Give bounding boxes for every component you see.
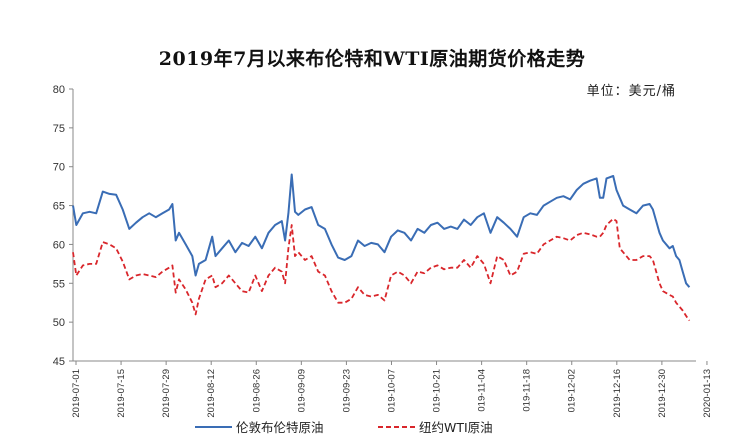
- chart-title: 2019年7月以来布伦特和WTI原油期货价格走势: [158, 48, 586, 70]
- y-tick-label: 65: [53, 201, 65, 213]
- x-tick-label: 019-11-18: [522, 369, 533, 412]
- x-axis: 2019-07-01 2019-07-15 2019-07-29 2019-08-12…: [71, 360, 713, 418]
- legend-brent: 伦敦布伦特原油: [195, 420, 324, 435]
- brent-series-line: [72, 173, 691, 288]
- x-tick-label: 019-10-21: [432, 369, 443, 412]
- y-tick-label: 60: [53, 239, 65, 251]
- wti-series-line: [72, 217, 691, 322]
- x-tick-label: 019-11-04: [477, 369, 488, 412]
- y-tick-label: 70: [53, 162, 65, 174]
- x-tick-label: 019-08-26: [251, 369, 262, 412]
- x-tick-label: 2019-07-29: [161, 369, 172, 418]
- x-tick-label: 2019-12-16: [612, 369, 623, 418]
- x-tick-label: 2020-01-13: [702, 369, 713, 418]
- series-layer: [72, 173, 691, 322]
- x-tick-label: 019-09-09: [296, 369, 307, 412]
- y-tick-label: 45: [53, 356, 65, 368]
- y-tick-label: 50: [53, 317, 65, 329]
- y-tick-label: 75: [53, 123, 65, 135]
- y-tick-label: 55: [53, 278, 65, 290]
- x-tick-label: 019-10-07: [386, 369, 397, 412]
- x-tick-label: 019-09-23: [341, 369, 352, 412]
- x-tick-label: 2019-12-30: [657, 369, 668, 418]
- y-axis: 80 75 70 65 60 55 50 45: [53, 84, 74, 368]
- x-tick-label: 2019-08-12: [206, 369, 217, 418]
- x-tick-label: 2019-07-15: [116, 369, 127, 418]
- legend-brent-label: 伦敦布伦特原油: [236, 420, 324, 435]
- x-tick-label: 2019-07-01: [71, 369, 82, 418]
- unit-label: 单位：美元/桶: [586, 84, 676, 99]
- legend: 伦敦布伦特原油 纽约WTI原油: [195, 420, 493, 435]
- legend-wti-label: 纽约WTI原油: [419, 420, 493, 435]
- y-tick-label: 80: [53, 84, 65, 96]
- legend-wti: 纽约WTI原油: [378, 420, 493, 435]
- x-tick-label: 019-12-02: [567, 369, 578, 412]
